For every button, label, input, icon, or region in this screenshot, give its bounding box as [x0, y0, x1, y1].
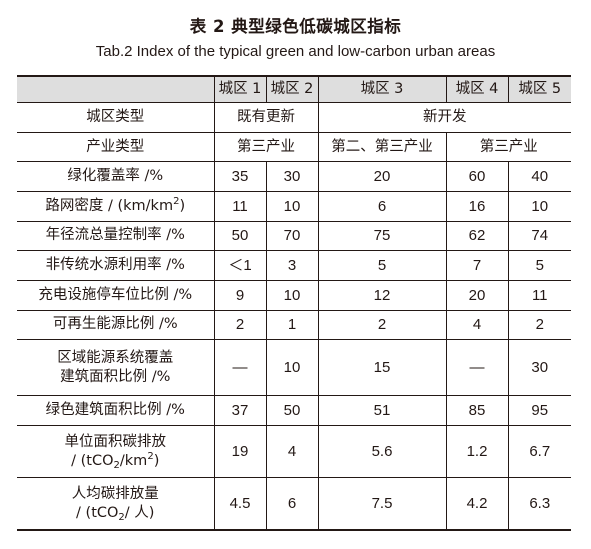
- cell-district-1: 37: [213, 395, 267, 427]
- cell-district-4: 20: [445, 279, 509, 311]
- row-label: 路网密度 / (km/km2): [17, 191, 215, 222]
- district-type-row: 城区类型 既有更新 新开发: [17, 102, 571, 133]
- table-row: 年径流总量控制率 /% 50 70 75 62 74: [17, 220, 571, 252]
- cell-district-1: 19: [213, 425, 267, 479]
- header-row: 城区 1 城区 2 城区 3 城区 4 城区 5: [17, 75, 571, 104]
- row-label: 人均碳排放量 / (tCO2/ 人): [17, 477, 215, 532]
- row-label: 可再生能源比例 /%: [17, 309, 215, 341]
- row-label: 区域能源系统覆盖 建筑面积比例 /%: [17, 339, 215, 397]
- cell-district-2: 4: [265, 425, 319, 479]
- cell-district-2: 10: [265, 339, 319, 397]
- cell-district-5: 2: [507, 309, 571, 341]
- industry-type-d3: 第二、第三产业: [317, 131, 447, 163]
- district-type-label: 城区类型: [17, 102, 215, 133]
- cell-district-5: 5: [507, 250, 571, 281]
- header-district-3: 城区 3: [317, 75, 447, 104]
- table-row: 人均碳排放量 / (tCO2/ 人) 4.5 6 7.5 4.2 6.3: [17, 477, 571, 532]
- indicator-table: 城区 1 城区 2 城区 3 城区 4 城区 5 城区类型 既有更新 新开发 产…: [17, 75, 571, 532]
- cell-district-1: 35: [213, 161, 267, 192]
- cell-district-5: 74: [507, 220, 571, 252]
- cell-district-3: 7.5: [317, 477, 447, 532]
- cell-district-3: 2: [317, 309, 447, 341]
- table-title-chinese: 表 2 典型绿色低碳城区指标: [189, 17, 402, 36]
- table-row: 区域能源系统覆盖 建筑面积比例 /% —10 15—30: [17, 339, 571, 397]
- cell-district-3: 75: [317, 220, 447, 252]
- cell-district-1: 4.5: [213, 477, 267, 532]
- cell-district-4: 7: [445, 250, 509, 281]
- cell-district-5: 30: [507, 339, 571, 397]
- industry-type-row: 产业类型 第三产业 第二、第三产业 第三产业: [17, 131, 571, 163]
- industry-type-label: 产业类型: [17, 131, 215, 163]
- cell-district-1: 50: [213, 220, 267, 252]
- cell-district-5: 11: [507, 279, 571, 311]
- table-row: 可再生能源比例 /% 2 1 2 4 2: [17, 309, 571, 341]
- cell-district-5: 40: [507, 161, 571, 192]
- cell-district-3: 5.6: [317, 425, 447, 479]
- cell-district-2: 10: [265, 191, 319, 222]
- header-corner-cell: [17, 75, 215, 104]
- cell-district-3: 20: [317, 161, 447, 192]
- cell-district-4: 1.2: [445, 425, 509, 479]
- row-label: 单位面积碳排放 / (tCO2/km2): [17, 425, 215, 479]
- cell-district-1: ＜1: [213, 250, 267, 281]
- cell-district-3: 12: [317, 279, 447, 311]
- industry-type-d1-d2: 第三产业: [213, 131, 319, 163]
- cell-district-5: 6.7: [507, 425, 571, 479]
- cell-district-3: 5: [317, 250, 447, 281]
- row-label: 充电设施停车位比例 /%: [17, 279, 215, 311]
- cell-district-4: —: [445, 339, 509, 397]
- table-row: 充电设施停车位比例 /% 9 10 12 20 11: [17, 279, 571, 311]
- header-district-4: 城区 4: [445, 75, 509, 104]
- row-label: 非传统水源利用率 /%: [17, 250, 215, 281]
- table-row: 非传统水源利用率 /% ＜1 3 5 7 5: [17, 250, 571, 281]
- cell-district-3: 6: [317, 191, 447, 222]
- cell-district-2: 50: [265, 395, 319, 427]
- industry-type-d4-d5: 第三产业: [445, 131, 571, 163]
- cell-district-4: 62: [445, 220, 509, 252]
- cell-district-5: 10: [507, 191, 571, 222]
- row-label: 年径流总量控制率 /%: [17, 220, 215, 252]
- cell-district-4: 60: [445, 161, 509, 192]
- table-row: 绿化覆盖率 /% 35 30 20 60 40: [17, 161, 571, 192]
- cell-district-4: 16: [445, 191, 509, 222]
- table-row: 绿色建筑面积比例 /% 37 50 51 85 95: [17, 395, 571, 427]
- cell-district-2: 10: [265, 279, 319, 311]
- row-label: 绿化覆盖率 /%: [17, 161, 215, 192]
- row-label: 绿色建筑面积比例 /%: [17, 395, 215, 427]
- cell-district-5: 6.3: [507, 477, 571, 532]
- header-district-5: 城区 5: [507, 75, 571, 104]
- table-row: 路网密度 / (km/km2) 11 10 6 16 10: [17, 191, 571, 222]
- table-title-english: Tab.2 Index of the typical green and low…: [95, 43, 496, 60]
- cell-district-2: 3: [265, 250, 319, 281]
- cell-district-4: 4.2: [445, 477, 509, 532]
- cell-district-4: 4: [445, 309, 509, 341]
- cell-district-3: 15: [317, 339, 447, 397]
- district-type-new: 新开发: [317, 102, 571, 133]
- cell-district-5: 95: [507, 395, 571, 427]
- cell-district-1: 9: [213, 279, 267, 311]
- header-district-1: 城区 1: [213, 75, 267, 104]
- cell-district-2: 30: [265, 161, 319, 192]
- district-type-existing: 既有更新: [213, 102, 319, 133]
- cell-district-2: 70: [265, 220, 319, 252]
- cell-district-2: 6: [265, 477, 319, 532]
- table-row: 单位面积碳排放 / (tCO2/km2) 19 4 5.6 1.2 6.7: [17, 425, 571, 479]
- cell-district-2: 1: [265, 309, 319, 341]
- cell-district-4: 85: [445, 395, 509, 427]
- cell-district-3: 51: [317, 395, 447, 427]
- cell-district-1: 2: [213, 309, 267, 341]
- header-district-2: 城区 2: [265, 75, 319, 104]
- cell-district-1: —: [213, 339, 267, 397]
- cell-district-1: 11: [213, 191, 267, 222]
